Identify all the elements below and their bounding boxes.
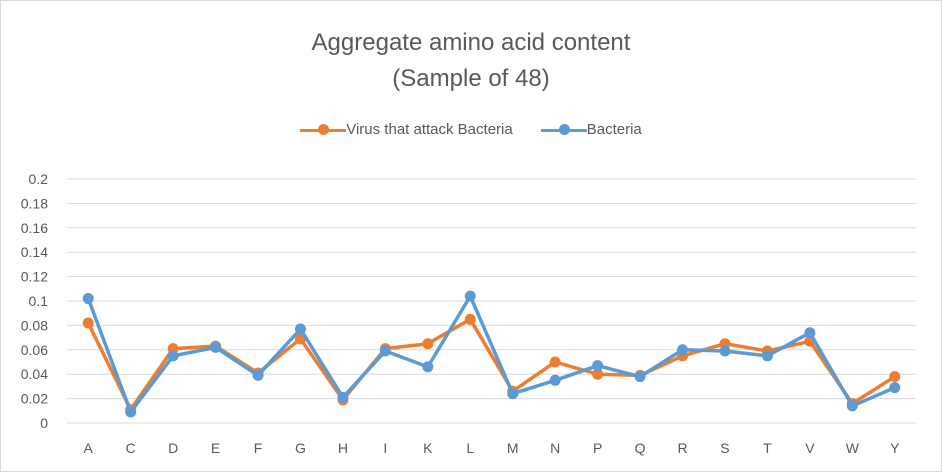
data-point-bacteria — [761, 350, 773, 362]
data-point-bacteria — [82, 293, 94, 305]
data-point-bacteria — [252, 369, 264, 381]
data-point-bacteria — [846, 400, 858, 412]
data-point-bacteria — [167, 350, 179, 362]
y-tick-label: 0.14 — [21, 244, 48, 260]
data-point-bacteria — [634, 371, 646, 383]
series-line-virus — [86, 317, 896, 412]
x-tick-label: Q — [635, 440, 646, 456]
data-point-virus — [464, 313, 476, 325]
data-point-bacteria — [507, 388, 519, 400]
x-tick-label: A — [84, 440, 94, 456]
legend: Virus that attack Bacteria Bacteria — [1, 121, 941, 138]
data-point-bacteria — [210, 341, 222, 353]
y-tick-label: 0.04 — [21, 366, 48, 382]
x-tick-label: M — [507, 440, 519, 456]
chart-title: Aggregate amino acid content — [311, 29, 631, 56]
y-tick-label: 0.06 — [21, 342, 48, 358]
data-point-virus — [422, 338, 434, 350]
data-point-virus — [592, 368, 604, 380]
x-tick-label: H — [338, 440, 348, 456]
x-tick-label: D — [168, 440, 178, 456]
y-tick-label: 0.02 — [21, 391, 48, 407]
x-tick-label: W — [846, 440, 860, 456]
x-tick-label: C — [126, 440, 136, 456]
x-tick-label: T — [763, 440, 772, 456]
chart-title-block: Aggregate amino acid content (Sample of … — [1, 25, 941, 97]
data-point-bacteria — [125, 406, 137, 418]
y-tick-label: 0.18 — [21, 195, 48, 211]
data-point-bacteria — [294, 323, 306, 335]
y-tick-label: 0.2 — [29, 171, 49, 187]
y-tick-label: 0.08 — [21, 317, 48, 333]
data-point-virus — [889, 371, 901, 383]
x-tick-label: P — [593, 440, 602, 456]
x-tick-label: R — [677, 440, 687, 456]
data-point-bacteria — [379, 345, 391, 357]
y-tick-label: 0 — [40, 415, 48, 431]
x-tick-label: Y — [890, 440, 900, 456]
legend-swatch-bacteria — [540, 123, 587, 136]
legend-dot-virus — [318, 123, 330, 135]
data-point-bacteria — [464, 290, 476, 302]
data-point-virus — [82, 317, 94, 329]
x-tick-label: K — [423, 440, 433, 456]
x-tick-label: F — [254, 440, 263, 456]
data-point-bacteria — [592, 360, 604, 372]
data-point-bacteria — [677, 344, 689, 356]
legend-dot-bacteria — [558, 123, 570, 135]
y-tick-label: 0.1 — [29, 293, 49, 309]
x-tick-label: N — [550, 440, 560, 456]
chart-subtitle: (Sample of 48) — [392, 65, 550, 92]
series-line-bacteria — [86, 294, 896, 414]
data-point-bacteria — [889, 382, 901, 394]
data-point-bacteria — [549, 374, 561, 386]
x-tick-label: E — [211, 440, 220, 456]
data-point-virus — [549, 356, 561, 368]
x-tick-label: V — [805, 440, 815, 456]
data-point-bacteria — [804, 327, 816, 339]
x-tick-label: S — [720, 440, 729, 456]
y-tick-label: 0.12 — [21, 269, 48, 285]
data-point-bacteria — [719, 345, 731, 357]
x-tick-label: I — [383, 440, 387, 456]
legend-item-virus: Virus that attack Bacteria — [300, 121, 513, 138]
legend-swatch-virus — [300, 123, 347, 136]
legend-label-virus: Virus that attack Bacteria — [346, 121, 513, 138]
x-tick-label: L — [466, 440, 474, 456]
data-point-bacteria — [422, 361, 434, 373]
data-point-bacteria — [337, 391, 349, 403]
x-tick-label: G — [295, 440, 306, 456]
legend-label-bacteria: Bacteria — [586, 121, 642, 138]
legend-item-bacteria: Bacteria — [540, 121, 642, 138]
y-tick-label: 0.16 — [21, 220, 48, 236]
